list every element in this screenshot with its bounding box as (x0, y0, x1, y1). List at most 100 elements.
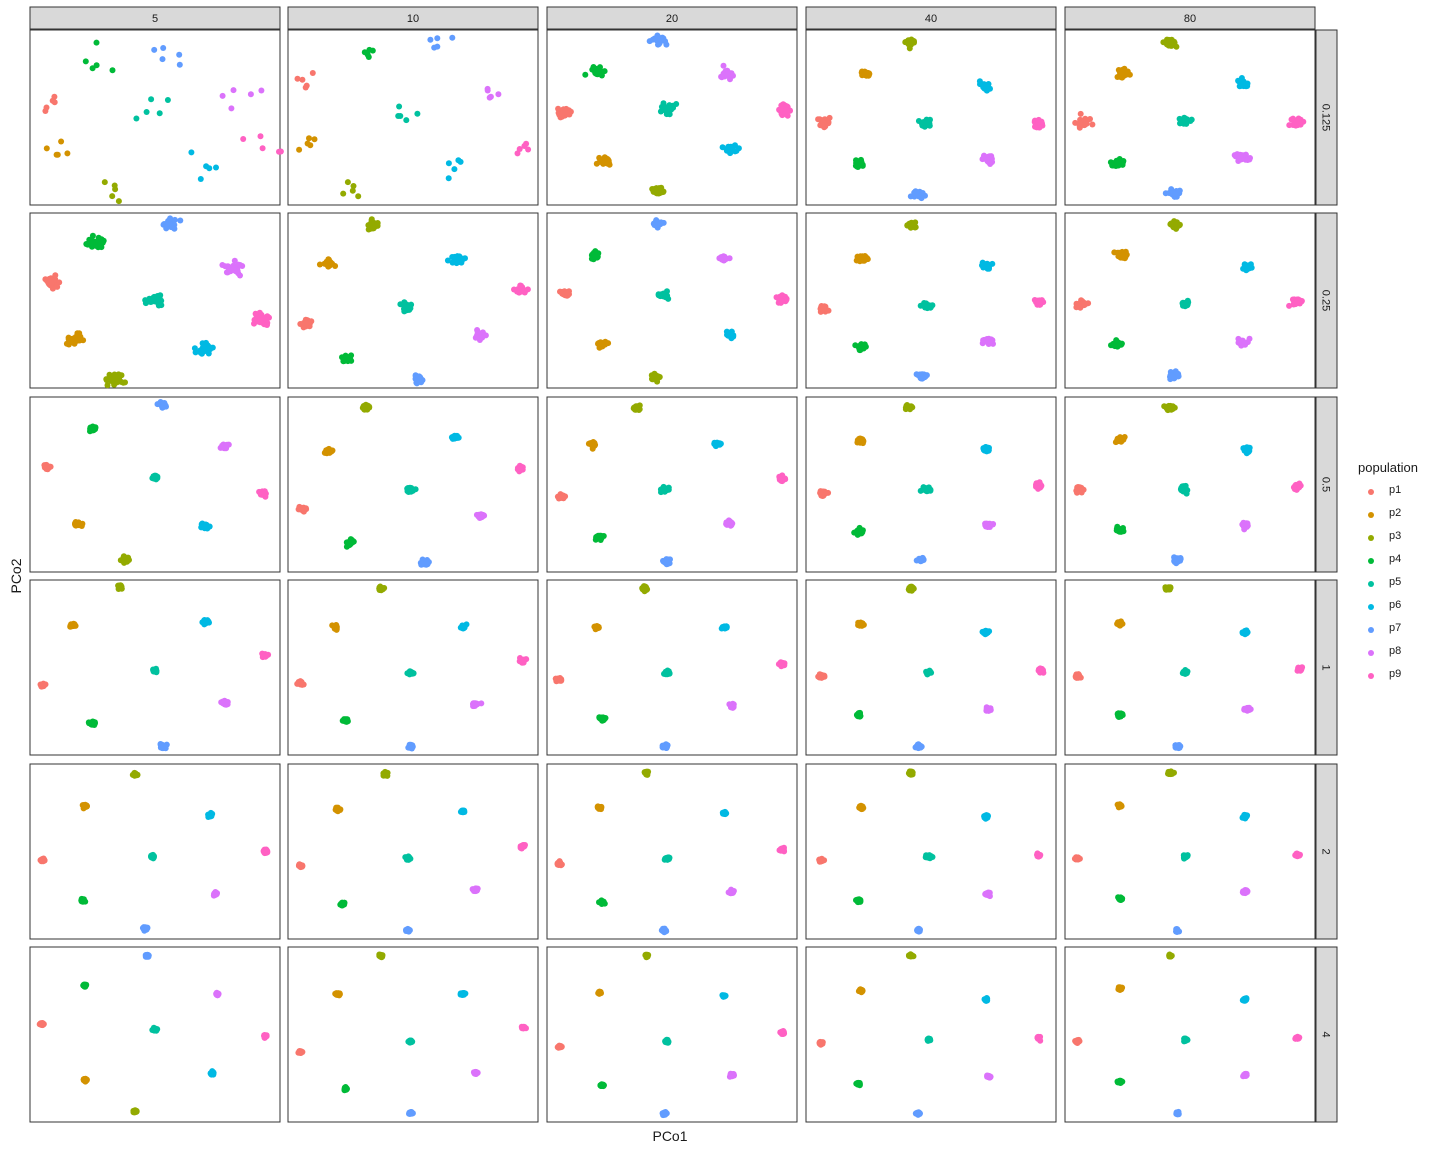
point-p2 (597, 340, 603, 347)
point-p2 (1116, 802, 1123, 809)
point-p4 (92, 426, 98, 433)
point-p9 (240, 136, 247, 142)
point-p8 (484, 85, 491, 92)
point-p5 (397, 113, 404, 119)
panel-border (805, 396, 1057, 573)
point-p7 (167, 215, 174, 222)
point-p6 (197, 176, 204, 182)
point-p7 (1162, 190, 1169, 197)
point-p8 (720, 62, 727, 69)
point-p3 (111, 381, 118, 388)
point-p8 (1246, 335, 1253, 342)
panel-0.125-40 (805, 29, 1057, 206)
point-p3 (1165, 769, 1172, 776)
point-p1 (45, 463, 52, 470)
point-p7 (657, 36, 664, 43)
point-p3 (911, 221, 918, 228)
point-p1 (56, 279, 63, 286)
point-p3 (366, 403, 373, 410)
point-p5 (660, 106, 667, 113)
point-p8 (486, 94, 493, 101)
panel-0.5-40 (805, 396, 1057, 573)
point-p9 (259, 145, 266, 152)
point-p2 (1115, 619, 1121, 626)
point-p7 (449, 34, 456, 41)
point-p3 (1160, 39, 1167, 46)
point-p6 (735, 145, 742, 152)
point-p1 (309, 70, 316, 76)
point-p9 (1032, 123, 1038, 130)
point-p1 (555, 105, 562, 112)
point-p3 (340, 190, 347, 197)
point-p4 (366, 46, 373, 53)
point-p9 (1039, 667, 1046, 674)
point-p6 (716, 441, 723, 448)
point-p8 (495, 91, 502, 98)
point-p6 (1241, 262, 1248, 269)
point-p5 (403, 854, 410, 861)
point-p4 (859, 344, 866, 350)
point-p2 (600, 160, 607, 167)
point-p4 (598, 535, 605, 542)
point-p3 (641, 586, 648, 593)
point-p9 (261, 315, 268, 322)
point-p2 (1120, 254, 1127, 261)
point-p4 (93, 39, 100, 46)
panel-border (546, 29, 798, 206)
point-p6 (213, 164, 219, 171)
point-p6 (198, 347, 205, 354)
point-p7 (912, 190, 919, 197)
col-strip-20: 20 (546, 6, 798, 30)
point-p3 (349, 187, 356, 194)
panel-border (1064, 396, 1316, 573)
row-strip-label: 0.5 (1320, 477, 1332, 492)
point-p5 (143, 109, 150, 115)
point-p8 (230, 87, 237, 94)
point-p7 (177, 217, 184, 224)
point-p7 (655, 41, 662, 48)
point-p2 (1120, 69, 1127, 76)
panel-0.25-40 (805, 212, 1057, 389)
point-p3 (632, 404, 639, 411)
point-p5 (1188, 116, 1195, 123)
panel-0.25-5 (29, 212, 281, 389)
point-p8 (231, 257, 238, 264)
point-p2 (328, 448, 335, 455)
point-p5 (158, 297, 165, 304)
point-p4 (600, 898, 607, 905)
point-p2 (76, 330, 83, 337)
point-p2 (860, 256, 866, 263)
point-p4 (854, 528, 861, 535)
point-p4 (856, 710, 863, 716)
point-p1 (54, 283, 61, 290)
point-p7 (918, 556, 925, 563)
point-p7 (1177, 555, 1184, 561)
point-p8 (220, 443, 227, 450)
point-p7 (161, 400, 168, 406)
point-p6 (192, 349, 199, 356)
point-p7 (158, 741, 165, 748)
point-p8 (219, 262, 226, 268)
panel-0.25-10 (287, 212, 539, 389)
point-p1 (557, 494, 564, 501)
point-p8 (477, 514, 484, 521)
panel-1-80 (1064, 579, 1316, 756)
point-p5 (1178, 487, 1185, 494)
point-p4 (82, 58, 89, 65)
point-p9 (778, 663, 785, 670)
point-p6 (986, 262, 993, 269)
point-p8 (219, 92, 226, 99)
point-p9 (1295, 117, 1302, 124)
point-p6 (205, 524, 212, 531)
point-p1 (1073, 304, 1080, 311)
point-p5 (663, 293, 670, 300)
point-p6 (723, 146, 730, 153)
point-p4 (339, 901, 346, 908)
point-p1 (1083, 120, 1090, 127)
point-p1 (47, 282, 54, 289)
point-p2 (588, 442, 595, 449)
point-p4 (601, 68, 608, 75)
point-p9 (1286, 122, 1293, 129)
point-p1 (302, 84, 309, 91)
panel-border (287, 212, 539, 389)
